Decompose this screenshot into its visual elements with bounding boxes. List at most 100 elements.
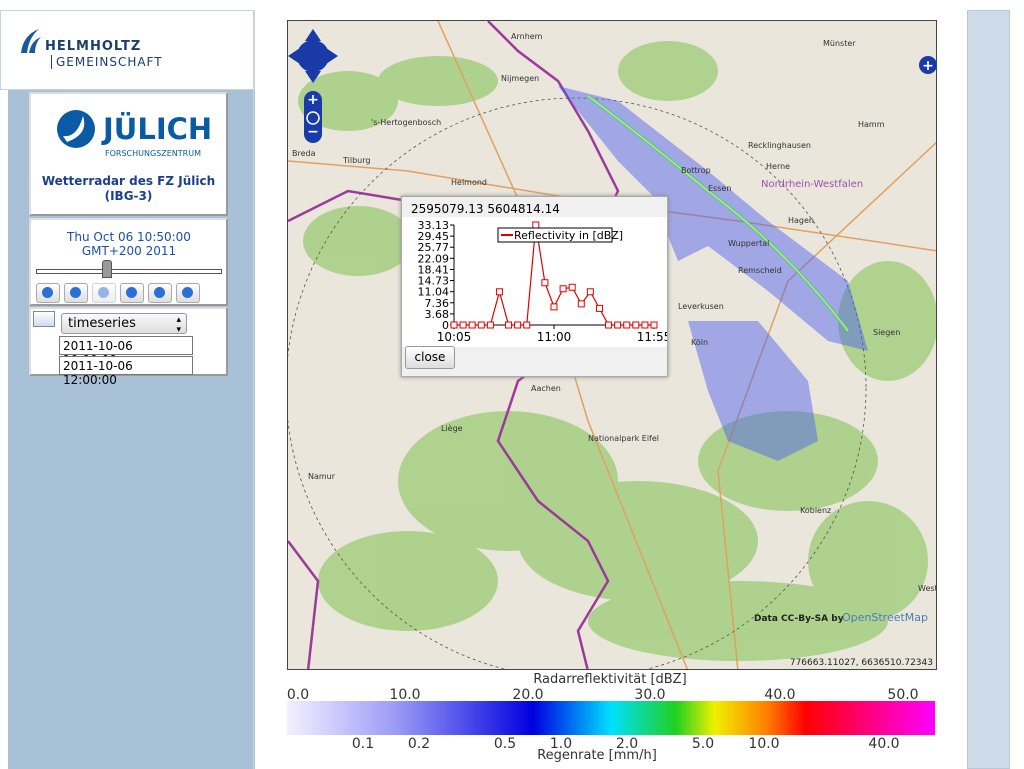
- map-label: Bottrop: [681, 166, 711, 175]
- mode-select[interactable]: timeseries ▴ ▾: [61, 313, 187, 335]
- y-tick-label: 33.13: [418, 219, 450, 232]
- start-input[interactable]: 2011-10-06 10:00:00: [59, 336, 193, 367]
- map-label: Köln: [691, 338, 708, 347]
- point-marker: [605, 321, 613, 329]
- map-label: Koblenz: [800, 506, 831, 515]
- y-tick-label: 0: [442, 319, 449, 332]
- map-label: Leverkusen: [678, 302, 724, 311]
- end-input[interactable]: 2011-10-06 12:00:00: [59, 356, 193, 387]
- map-label: Hagen: [788, 216, 814, 225]
- point-marker: [514, 321, 522, 329]
- legend-box: [497, 227, 613, 243]
- point-marker: [650, 321, 658, 329]
- institute-panel: JÜLICH FORSCHUNGSZENTRUM Wetterradar des…: [29, 92, 228, 216]
- map-label: Nationalpark Eifel: [588, 434, 659, 443]
- dbz-label: 40.0: [764, 687, 795, 703]
- rain-title: Regenrate [mm/h]: [537, 748, 657, 763]
- current-time: Thu Oct 06 10:50:00 GMT+200 2011: [67, 230, 191, 258]
- point-marker: [523, 321, 531, 329]
- point-marker: [568, 283, 576, 291]
- institute-title: Wetterradar des FZ Jülich (IBG-3): [41, 174, 216, 203]
- point-marker: [541, 279, 549, 287]
- point-marker: [477, 321, 485, 329]
- map-label: Wuppertal: [728, 239, 769, 248]
- play-button[interactable]: [120, 283, 144, 303]
- dbz-label: 10.0: [389, 687, 420, 703]
- colorbar-title: Radarreflektivität [dBZ]: [533, 672, 686, 687]
- next-button[interactable]: [148, 283, 172, 303]
- map-label: Aachen: [531, 384, 561, 393]
- point-marker: [614, 321, 622, 329]
- y-tick-label: 11.04: [418, 286, 450, 299]
- map-label: Nijmegen: [501, 74, 539, 83]
- map-label: Nordrhein-Westfalen: [761, 179, 863, 190]
- juelich-logo: [57, 110, 95, 148]
- map-coordinates: 776663.11027, 6636510.72343: [790, 658, 933, 668]
- rain-label: 1.0: [550, 736, 572, 752]
- dbz-label: 0.0: [287, 687, 309, 703]
- legend-label: Reflectivity in [dBZ]: [514, 229, 623, 242]
- helmholtz-logo: [21, 29, 41, 53]
- attribution-prefix: Data CC-By-SA by: [754, 614, 844, 624]
- map-label: Münster: [823, 39, 856, 48]
- x-tick-label: 11:00: [537, 330, 572, 344]
- colorbar: Radarreflektivität [dBZ] Regenrate [mm/h…: [287, 672, 935, 763]
- point-marker: [468, 321, 476, 329]
- colorbar-gradient: [287, 701, 935, 735]
- point-marker: [486, 321, 494, 329]
- map-label: Namur: [308, 472, 336, 481]
- point-marker: [623, 321, 631, 329]
- logo-sub: FORSCHUNGSZENTRUM: [105, 149, 201, 158]
- x-tick-label: 11:55: [637, 330, 667, 344]
- time-slider[interactable]: [36, 269, 222, 274]
- timeseries-panel: timeseries▴▾ 2011-10-06 10:00:00 2011-10…: [29, 307, 228, 387]
- popup: 2595079.13 5604814.14 0 3.68 7.36 11.04 14.7…: [401, 196, 668, 377]
- rain-label: 10.0: [748, 736, 779, 752]
- point-marker: [495, 288, 503, 296]
- previous-button[interactable]: [64, 283, 88, 303]
- x-tick-label: 10:05: [437, 330, 472, 344]
- close-button[interactable]: close: [405, 346, 455, 369]
- right-column: [967, 10, 1010, 769]
- y-tick-label: 3.68: [425, 308, 450, 321]
- rain-label: 0.1: [352, 736, 374, 752]
- first-button[interactable]: [36, 283, 60, 303]
- point-marker: [577, 300, 585, 308]
- rain-label: 40.0: [868, 736, 899, 752]
- svg-text:+: +: [307, 92, 319, 108]
- rain-label: 0.2: [408, 736, 430, 752]
- svg-text:−: −: [307, 124, 319, 140]
- dbz-label: 50.0: [887, 687, 918, 703]
- rain-label: 5.0: [692, 736, 714, 752]
- map-label: Remscheid: [738, 266, 782, 275]
- point-marker: [586, 288, 594, 296]
- map-label: Herne: [766, 162, 790, 171]
- dbz-label: 30.0: [634, 687, 665, 703]
- y-tick-label: 18.41: [418, 263, 450, 276]
- popup-chart: 03.687.3611.0414.7318.4122.0925.7729.453…: [402, 217, 667, 347]
- chart-icon[interactable]: [33, 311, 55, 327]
- attribution-link[interactable]: OpenStreetMap: [842, 611, 928, 624]
- map-label: Arnhem: [511, 32, 543, 41]
- point-marker: [505, 321, 513, 329]
- pause-button[interactable]: [92, 283, 116, 303]
- helmholtz-header: HELMHOLTZ GEMEINSCHAFT: [0, 10, 255, 90]
- popup-coordinates: 2595079.13 5604814.14: [411, 202, 560, 216]
- y-tick-label: 25.77: [418, 241, 450, 254]
- point-marker: [459, 321, 467, 329]
- time-panel: Thu Oct 06 10:50:00 GMT+200 2011: [29, 218, 228, 306]
- svg-text:+: +: [922, 58, 934, 74]
- map-label: 's-Hertogenbosch: [371, 118, 441, 127]
- y-tick-label: 14.73: [418, 275, 450, 288]
- brand-line1: HELMHOLTZ: [45, 39, 142, 54]
- map-label: Liège: [441, 423, 463, 433]
- map-label: Tilburg: [342, 156, 370, 165]
- point-marker: [550, 303, 558, 311]
- slider-thumb[interactable]: [102, 260, 112, 278]
- map[interactable]: + − + Arnhem Münster Nijmegen 's-Hertogenbosc…: [287, 20, 937, 670]
- last-button[interactable]: [176, 283, 200, 303]
- mode-text: timeseries: [68, 316, 136, 331]
- map-label: Recklinghausen: [748, 141, 811, 150]
- map-label: Helmond: [451, 178, 487, 187]
- point-marker: [532, 221, 540, 229]
